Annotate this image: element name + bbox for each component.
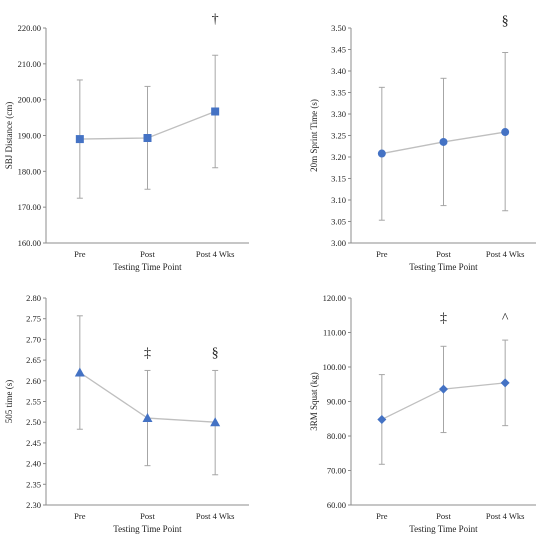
y-tick-label: 2.55	[26, 397, 41, 407]
data-point-circle	[501, 128, 510, 137]
y-tick-label: 100.00	[323, 362, 346, 372]
x-tick-label: Pre	[376, 511, 388, 521]
significance-annotation: ‡	[440, 311, 447, 326]
significance-annotation: §	[502, 14, 509, 29]
chart-panel-2: 3.00 3.05 3.10 3.15 3.20 3.25 3.30 3.35 3.40 3.45…	[309, 14, 536, 272]
y-axis-title: 20m Sprint Time (s)	[309, 99, 319, 172]
data-point-circle	[377, 149, 386, 158]
y-tick-label: 160.00	[18, 238, 41, 248]
y-tick-label: 200.00	[18, 95, 41, 105]
y-tick-label: 3.45	[331, 45, 346, 55]
x-tick-label: Post	[140, 511, 155, 521]
x-tick-label: Post 4 Wks	[486, 249, 525, 259]
y-axis-title: 505 time (s)	[4, 380, 14, 424]
data-point-circle	[439, 137, 448, 146]
y-tick-label: 2.45	[26, 438, 41, 448]
y-tick-label: 180.00	[18, 166, 41, 176]
x-axis-title: Testing Time Point	[409, 262, 478, 272]
y-tick-label: 3.25	[331, 131, 346, 141]
data-point-triangle	[142, 413, 153, 423]
y-tick-label: 3.35	[331, 88, 346, 98]
data-point-diamond	[500, 378, 510, 388]
y-tick-label: 3.40	[331, 66, 346, 76]
significance-annotation: †	[212, 12, 219, 27]
y-tick-label: 2.50	[26, 417, 41, 427]
y-tick-label: 3.30	[331, 109, 346, 119]
data-point-triangle	[210, 417, 221, 427]
data-point-square	[143, 134, 152, 143]
x-axis-title: Testing Time Point	[409, 524, 478, 534]
y-tick-label: 110.00	[323, 328, 346, 338]
y-tick-label: 190.00	[18, 131, 41, 141]
x-tick-label: Post 4 Wks	[196, 249, 235, 259]
chart-panel-1: 160.00 170.00 180.00 190.00 200.00 210.00 220.…	[4, 12, 249, 272]
x-tick-label: Post	[140, 249, 155, 259]
y-tick-label: 3.20	[331, 152, 346, 162]
y-tick-label: 2.40	[26, 459, 41, 469]
y-axis-title: SBJ Distance (cm)	[4, 102, 14, 170]
y-tick-label: 90.00	[327, 397, 346, 407]
significance-annotation: ^	[502, 311, 509, 326]
y-tick-label: 80.00	[327, 431, 346, 441]
x-tick-label: Pre	[74, 511, 86, 521]
y-tick-label: 70.00	[327, 466, 346, 476]
y-tick-label: 3.15	[331, 174, 346, 184]
y-tick-label: 3.05	[331, 217, 346, 227]
y-tick-label: 2.65	[26, 355, 41, 365]
y-tick-label: 120.00	[323, 293, 346, 303]
y-tick-label: 170.00	[18, 202, 41, 212]
y-tick-label: 220.00	[18, 23, 41, 33]
y-tick-label: 2.75	[26, 314, 41, 324]
chart-panel-4: 60.00 70.00 80.00 90.00 100.00 110.00 120.00 Pr…	[309, 293, 536, 534]
x-tick-label: Post 4 Wks	[486, 511, 525, 521]
significance-annotation: §	[212, 346, 219, 361]
x-tick-label: Pre	[74, 249, 86, 259]
data-point-diamond	[377, 414, 387, 424]
x-tick-label: Post	[436, 511, 451, 521]
significance-annotation: ‡	[144, 346, 151, 361]
y-tick-label: 2.30	[26, 500, 41, 510]
x-tick-label: Post	[436, 249, 451, 259]
data-point-diamond	[439, 384, 448, 394]
x-axis-title: Testing Time Point	[113, 262, 182, 272]
x-tick-label: Pre	[376, 249, 388, 259]
chart-panel-3: 2.30 2.35 2.40 2.45 2.50 2.55 2.60 2.65 2.70 2.75…	[4, 293, 249, 534]
data-point-triangle	[74, 367, 85, 377]
y-tick-label: 2.60	[26, 376, 41, 386]
y-tick-label: 60.00	[327, 500, 346, 510]
y-tick-label: 2.80	[26, 293, 41, 303]
x-axis-title: Testing Time Point	[113, 524, 182, 534]
x-tick-label: Post 4 Wks	[196, 511, 235, 521]
y-tick-label: 2.35	[26, 479, 41, 489]
y-tick-label: 3.50	[331, 23, 346, 33]
y-tick-label: 210.00	[18, 59, 41, 69]
data-point-square	[75, 135, 84, 144]
y-tick-label: 2.70	[26, 334, 41, 344]
y-axis-title: 3RM Squat (kg)	[309, 372, 319, 431]
y-tick-label: 3.10	[331, 195, 346, 205]
y-tick-label: 3.00	[331, 238, 346, 248]
data-point-square	[211, 107, 220, 116]
